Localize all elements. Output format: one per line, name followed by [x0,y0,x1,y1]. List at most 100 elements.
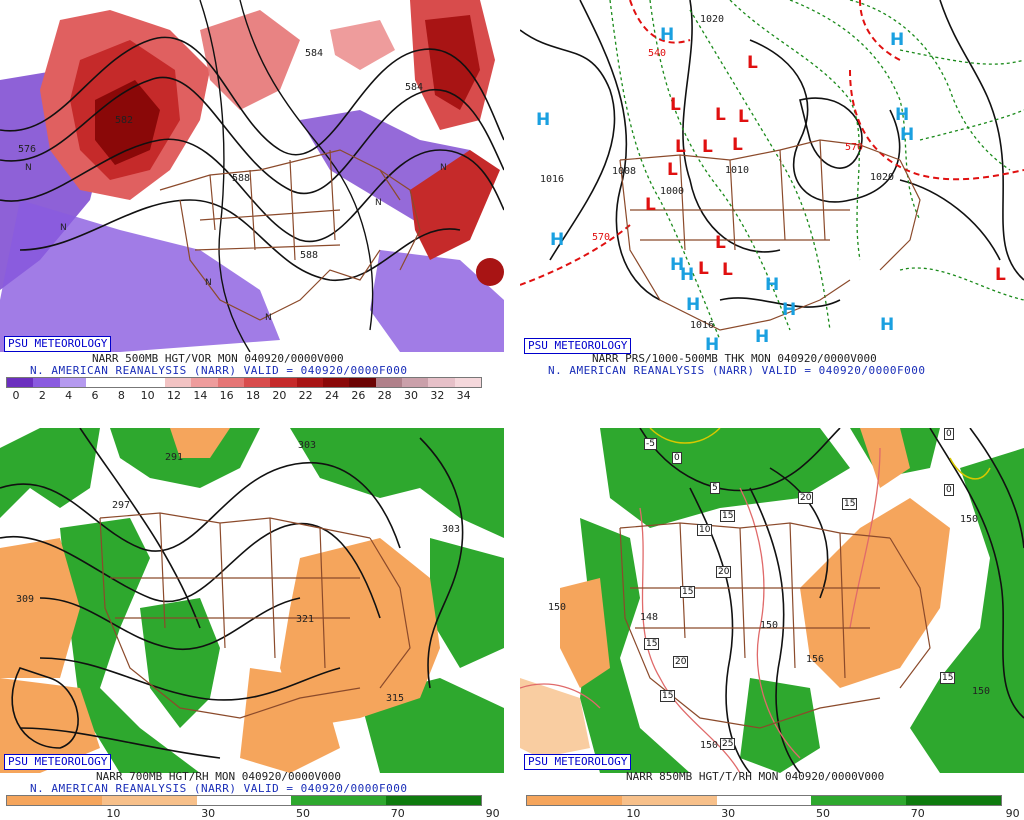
scale-tick-label: 10 [106,807,121,820]
scale-swatch [164,378,192,387]
temperature-label: 10 [697,524,713,536]
low-pressure-symbol: L [995,265,1006,285]
temperature-label: 5 [710,482,720,494]
low-pressure-symbol: L [722,260,733,280]
high-pressure-symbol: H [705,335,719,352]
map-850mb-temp-rh: 150 150 148 150 156 150 150 -5 0 5 10 15 20 15… [520,428,1024,773]
scale-tick-label: 20 [272,389,287,402]
scale-swatch [59,378,86,387]
scale-swatch [401,378,429,387]
map-700mb-rh: 291 297 303 303 309 321 315 [0,428,504,773]
contour-label: 150 [700,740,719,751]
scale-tick-label: 34 [456,389,471,402]
temperature-label: 20 [673,656,689,668]
map-caption-title: NARR 700MB HGT/RH MON 040920/0000V000 [96,770,342,783]
scale-swatch [428,378,455,387]
scale-tick-label: 32 [430,389,445,402]
contour-label: 303 [298,440,317,451]
low-pressure-symbol: L [738,107,749,127]
svg-text:N: N [375,198,382,208]
contour-label: 1020 [700,14,725,25]
high-pressure-symbol: H [660,25,674,45]
scale-tick-label: 2 [38,389,46,402]
source-badge: PSU METEOROLOGY [4,336,112,352]
scale-swatch [621,796,717,805]
high-pressure-symbol: H [755,327,769,347]
contour-label: 1020 [870,172,895,183]
scale-tick-label: 26 [351,389,366,402]
temperature-label: 20 [798,492,814,504]
contour-label: 588 [232,173,251,184]
scale-tick-label: 16 [219,389,234,402]
map-caption-valid: N. AMERICAN REANALYSIS (NARR) VALID = 04… [548,364,926,377]
scale-tick-label: 90 [485,807,500,820]
panel-500mb: N N N N N N 576 582 588 588 584 584 PSU METE… [0,0,504,405]
scale-swatch [906,796,1001,805]
scale-swatch [243,378,271,387]
scale-tick-label: 70 [910,807,925,820]
low-pressure-symbol: L [670,95,681,115]
scale-swatch [85,378,113,387]
scale-swatch [291,796,387,805]
scale-tick-label: 6 [91,389,99,402]
scale-tick-label: 24 [325,389,339,402]
contour-label: 1000 [660,186,685,197]
scale-swatch [191,378,218,387]
contour-label: 150 [960,514,979,525]
scale-tick-label: 0 [12,389,20,402]
scale-tick-label: 30 [721,807,736,820]
scale-swatch [270,378,297,387]
svg-text:N: N [440,163,447,173]
scale-tick-label: 30 [201,807,216,820]
source-badge: PSU METEOROLOGY [524,754,632,770]
svg-text:N: N [265,313,272,323]
high-pressure-symbol: H [686,295,700,315]
temperature-label: 0 [944,484,954,496]
scale-swatch [716,796,812,805]
scale-swatch [217,378,244,387]
contour-label: 309 [16,594,35,605]
scale-swatch [454,378,481,387]
scale-tick-label: 22 [298,389,313,402]
temperature-label: 0 [944,428,954,440]
scale-swatch [527,796,622,805]
scale-tick-label: 10 [626,807,641,820]
source-badge: PSU METEOROLOGY [524,338,632,354]
scale-swatch [112,378,139,387]
low-pressure-symbol: L [698,259,709,279]
scale-swatch [322,378,350,387]
contour-label: 150 [760,620,779,631]
scale-tick-label: 28 [377,389,392,402]
low-pressure-symbol: L [645,195,656,215]
rh-color-scale [526,795,1002,806]
low-pressure-symbol: L [667,160,678,180]
temperature-label: 15 [842,498,858,510]
contour-label: 297 [112,500,131,511]
low-pressure-symbol: L [675,137,686,157]
contour-label: 540 [648,48,667,59]
contour-label: 588 [300,250,319,261]
temperature-label: 15 [720,510,736,522]
temperature-label: 15 [940,672,956,684]
scale-swatch [349,378,376,387]
scale-swatch [296,378,323,387]
temperature-label: 25 [720,738,736,750]
scale-tick-label: 18 [246,389,260,402]
high-pressure-symbol: H [890,30,904,50]
contour-label: 576 [18,144,37,155]
high-pressure-symbol: H [880,315,894,335]
scale-swatch [33,378,60,387]
temperature-label: -5 [644,438,657,450]
map-caption-valid: N. AMERICAN REANALYSIS (NARR) VALID = 04… [30,364,408,377]
map-caption-title: NARR 500MB HGT/VOR MON 040920/0000V000 [92,352,344,365]
scale-tick-label: 8 [117,389,125,402]
vorticity-color-scale [6,377,482,388]
scale-tick-label: 10 [140,389,155,402]
high-pressure-symbol: H [900,125,914,145]
scale-tick-label: 14 [193,389,208,402]
high-pressure-symbol: H [680,265,694,285]
scale-swatch [811,796,907,805]
contour-label: 150 [972,686,991,697]
scale-tick-label: 90 [1005,807,1020,820]
